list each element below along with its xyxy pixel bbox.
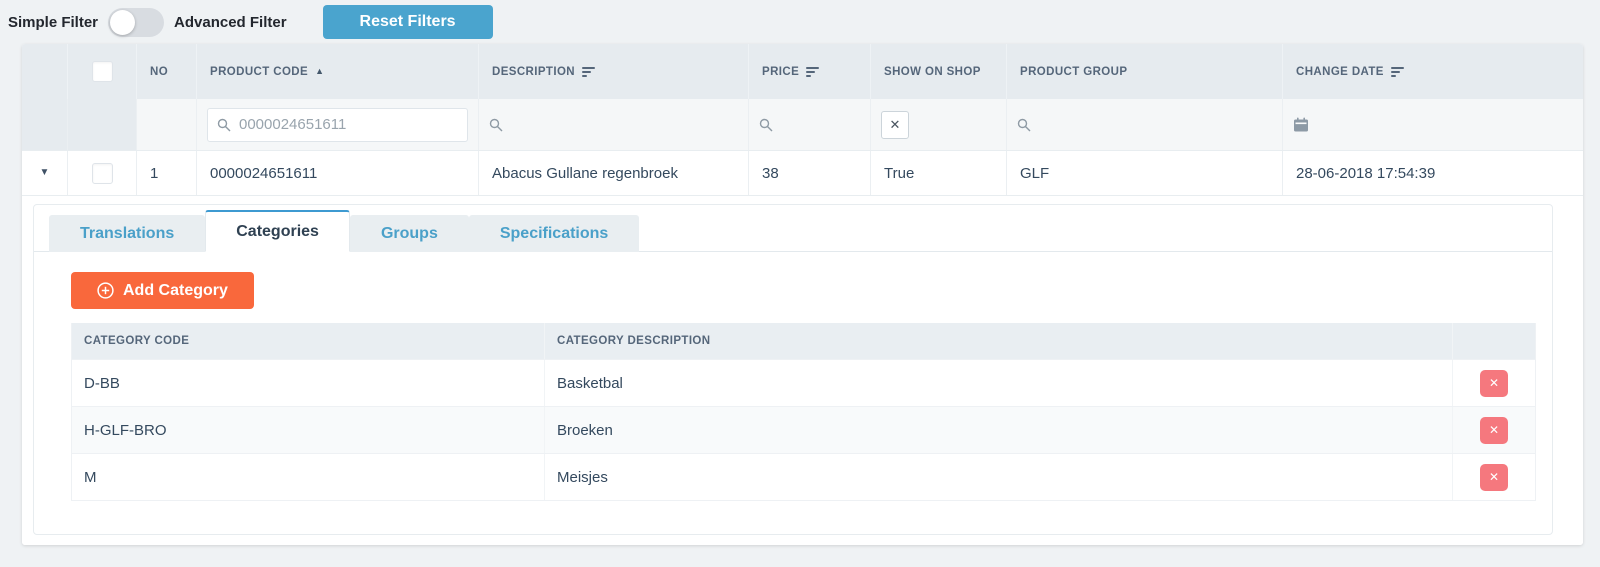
delete-icon: ✕ — [1488, 470, 1500, 484]
advanced-filter-label: Advanced Filter — [174, 13, 287, 31]
product-code-filter-input[interactable] — [239, 116, 458, 133]
category-code-cell: D-BB — [72, 360, 545, 406]
filter-cell-price — [749, 99, 871, 150]
column-header-description[interactable]: DESCRIPTION — [479, 44, 749, 99]
filter-cell-select — [68, 99, 137, 150]
calendar-icon[interactable] — [1293, 117, 1309, 132]
filter-lines-icon — [1390, 66, 1404, 77]
column-header-product-group[interactable]: PRODUCT GROUP — [1007, 44, 1283, 99]
delete-category-button[interactable]: ✕ — [1480, 369, 1508, 397]
row-show-on-shop: True — [871, 151, 1007, 195]
column-header-price[interactable]: PRICE — [749, 44, 871, 99]
filter-cell-expand — [22, 99, 68, 150]
detail-panel: Translations Categories Groups Specifica… — [33, 204, 1553, 535]
grid-filter-row: ✕ — [22, 99, 1583, 151]
categories-tab-content: Add Category CATEGORY CODE CATEGORY DESC… — [34, 252, 1552, 534]
sort-asc-icon: ▲ — [315, 66, 325, 76]
toggle-knob — [110, 9, 136, 35]
category-description-cell: Meisjes — [545, 454, 1453, 500]
select-all-checkbox[interactable] — [91, 61, 113, 82]
reset-filters-button[interactable]: Reset Filters — [322, 5, 493, 39]
category-description-header: CATEGORY DESCRIPTION — [545, 323, 1453, 359]
filter-cell-no — [137, 99, 197, 150]
row-description: Abacus Gullane regenbroek — [479, 151, 749, 195]
description-filter-input[interactable] — [511, 116, 738, 133]
grid-header-row: NO PRODUCT CODE ▲ DESCRIPTION PRICE SHOW… — [22, 44, 1583, 99]
category-row: M Meisjes ✕ — [72, 453, 1535, 500]
price-filter-input[interactable] — [781, 116, 860, 133]
categories-table: CATEGORY CODE CATEGORY DESCRIPTION D-BB … — [71, 323, 1536, 501]
category-code-header: CATEGORY CODE — [72, 323, 545, 359]
filter-cell-product-group — [1007, 99, 1283, 150]
row-price: 38 — [749, 151, 871, 195]
filter-lines-icon — [582, 66, 595, 77]
filter-toolbar: Simple Filter Advanced Filter Reset Filt… — [0, 0, 1600, 44]
column-header-show-on-shop[interactable]: SHOW ON SHOP — [871, 44, 1007, 99]
row-detail-area: Translations Categories Groups Specifica… — [22, 196, 1583, 545]
row-expand-cell: ▼ — [22, 151, 68, 195]
categories-table-header: CATEGORY CODE CATEGORY DESCRIPTION — [72, 323, 1535, 359]
tab-translations[interactable]: Translations — [49, 215, 206, 252]
column-header-product-code[interactable]: PRODUCT CODE ▲ — [197, 44, 479, 99]
row-change-date: 28-06-2018 17:54:39 — [1296, 164, 1436, 182]
product-code-filter — [207, 107, 468, 142]
plus-circle-icon — [97, 282, 114, 299]
row-product-code: 0000024651611 — [197, 151, 479, 195]
collapse-row-button[interactable]: ▼ — [39, 167, 50, 178]
filter-cell-product-code — [197, 99, 479, 150]
category-description-cell: Broeken — [545, 407, 1453, 453]
products-grid: NO PRODUCT CODE ▲ DESCRIPTION PRICE SHOW… — [22, 44, 1583, 545]
tab-specifications[interactable]: Specifications — [468, 215, 640, 252]
select-column-header — [68, 44, 137, 99]
search-icon — [217, 118, 231, 131]
column-header-change-date[interactable]: CHANGE DATE — [1283, 44, 1583, 99]
filter-cell-description — [479, 99, 749, 150]
add-category-button[interactable]: Add Category — [71, 272, 254, 309]
category-actions-header — [1453, 323, 1535, 359]
delete-icon: ✕ — [1488, 423, 1500, 437]
show-on-shop-clear-button[interactable]: ✕ — [881, 110, 909, 139]
category-code-cell: M — [72, 454, 545, 500]
column-header-no[interactable]: NO — [137, 44, 197, 99]
tab-groups[interactable]: Groups — [349, 215, 469, 252]
expand-column-header — [22, 44, 68, 99]
filter-mode-toggle[interactable] — [108, 7, 165, 37]
row-checkbox[interactable] — [91, 162, 113, 184]
tab-categories[interactable]: Categories — [205, 210, 350, 252]
search-icon — [489, 118, 503, 131]
delete-category-button[interactable]: ✕ — [1480, 416, 1508, 444]
category-row: H-GLF-BRO Broeken ✕ — [72, 406, 1535, 453]
filter-cell-show-on-shop: ✕ — [871, 99, 1007, 150]
detail-tabs: Translations Categories Groups Specifica… — [34, 205, 1552, 252]
product-row[interactable]: ▼ 1 0000024651611 Abacus Gullane regenbr… — [22, 151, 1583, 196]
filter-lines-icon — [806, 66, 820, 77]
category-code-cell: H-GLF-BRO — [72, 407, 545, 453]
category-description-cell: Basketbal — [545, 360, 1453, 406]
delete-icon: ✕ — [1488, 376, 1500, 390]
row-select-cell — [68, 151, 137, 195]
search-icon — [759, 118, 773, 131]
clear-icon: ✕ — [889, 116, 901, 132]
row-no: 1 — [137, 151, 197, 195]
product-group-filter-input[interactable] — [1039, 116, 1272, 133]
search-icon — [1017, 118, 1031, 131]
simple-filter-label: Simple Filter — [8, 13, 99, 31]
category-row: D-BB Basketbal ✕ — [72, 359, 1535, 406]
row-product-group: GLF — [1007, 151, 1283, 195]
filter-cell-change-date — [1283, 99, 1583, 150]
delete-category-button[interactable]: ✕ — [1480, 463, 1508, 491]
